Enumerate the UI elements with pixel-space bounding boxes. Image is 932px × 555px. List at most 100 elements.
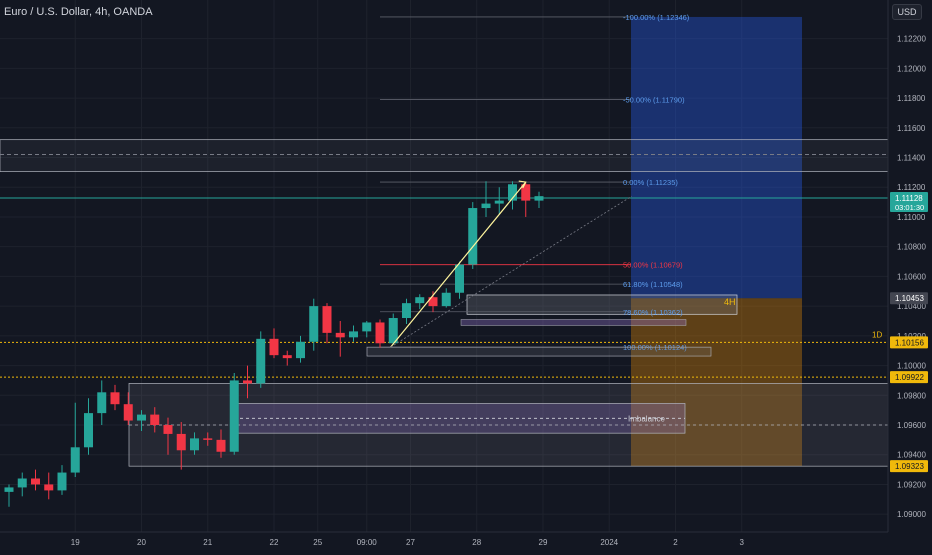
candle-body <box>402 303 411 319</box>
candle-body <box>256 338 266 384</box>
price-tick: 1.09200 <box>897 480 926 489</box>
price-tick: 1.09000 <box>897 510 926 519</box>
candle-body <box>44 484 54 491</box>
candle-body <box>534 196 544 201</box>
candle-body <box>70 447 80 473</box>
price-label-bg <box>890 191 928 212</box>
candle-body <box>190 438 199 451</box>
price-label: 1.11128 <box>895 194 923 203</box>
imbalance-label: Imbalance <box>628 414 665 423</box>
candle-body <box>84 413 93 448</box>
candle-body <box>481 203 491 209</box>
currency-button[interactable]: USD <box>892 4 922 20</box>
profit-zone <box>631 16 802 299</box>
zone-4h-zone <box>466 294 738 315</box>
symbol-title: Euro / U.S. Dollar, 4h, OANDA <box>4 6 153 18</box>
consolidation-box <box>460 319 687 326</box>
time-tick: 3 <box>739 538 744 547</box>
fib-label: 50.00% (1.10679) <box>623 261 683 270</box>
candle-body <box>176 433 186 451</box>
candle-body <box>163 425 173 434</box>
time-axis-bg <box>0 532 932 550</box>
price-tick: 1.10600 <box>897 272 926 281</box>
candle-body <box>322 306 332 333</box>
time-tick: 2 <box>673 538 678 547</box>
price-label-bg <box>890 460 928 473</box>
price-tick: 1.11200 <box>897 183 926 192</box>
candle-body <box>362 322 372 332</box>
price-tick: 1.11600 <box>897 124 926 133</box>
candle-body <box>137 414 146 421</box>
candle-body <box>455 264 464 293</box>
price-tick: 1.10800 <box>897 243 926 252</box>
candle-body <box>415 297 425 304</box>
zone-imbalance <box>233 403 686 434</box>
candle-body <box>428 297 438 307</box>
price-tick: 1.10000 <box>897 362 926 371</box>
price-tick: 1.09400 <box>897 451 926 460</box>
candle-body <box>229 380 239 452</box>
price-axis-bg <box>888 0 932 550</box>
candle-body <box>468 208 478 265</box>
price-tick: 1.11000 <box>897 213 926 222</box>
fib-label: -100.00% (1.12346) <box>623 13 690 22</box>
price-label-bg <box>890 292 928 305</box>
candle-body <box>508 184 517 201</box>
fib-label: -50.00% (1.11790) <box>623 96 685 105</box>
price-tick: 1.12000 <box>897 64 926 73</box>
time-tick: 28 <box>472 538 481 547</box>
time-tick: 25 <box>313 538 322 547</box>
price-tick: 1.10200 <box>897 332 926 341</box>
time-tick: 2024 <box>600 538 618 547</box>
price-label: 1.09922 <box>895 373 924 382</box>
candle-body <box>521 184 531 201</box>
candle-body <box>203 438 213 440</box>
candle-body <box>57 472 67 491</box>
loss-zone <box>631 298 802 467</box>
candle-body <box>375 322 385 344</box>
candle-body <box>17 478 27 488</box>
candle-body <box>269 338 279 356</box>
price-tick: 1.10400 <box>897 302 926 311</box>
time-tick: 21 <box>203 538 212 547</box>
price-label: 1.10453 <box>895 294 924 303</box>
candle-body <box>282 355 292 359</box>
price-label: 1.10156 <box>895 338 924 347</box>
candle-body <box>4 487 14 492</box>
countdown-label: 03:01:30 <box>895 203 924 212</box>
candle-body <box>309 306 319 342</box>
price-label: 1.09323 <box>895 462 924 471</box>
level-label: 1D <box>872 330 882 339</box>
candle-body <box>97 392 107 414</box>
price-tick: 1.11800 <box>897 94 926 103</box>
time-tick: 09:00 <box>357 538 378 547</box>
fib-label: 0.00% (1.11235) <box>623 178 678 187</box>
time-tick: 19 <box>71 538 80 547</box>
zone-resistance <box>0 139 889 172</box>
candle-body <box>388 318 398 344</box>
price-label-bg <box>890 336 928 349</box>
candle-body <box>110 392 120 405</box>
candle-body <box>349 331 358 338</box>
zone-4h-label: 4H <box>724 297 736 307</box>
price-tick: 1.09800 <box>897 391 926 400</box>
price-tick: 1.09600 <box>897 421 926 430</box>
time-tick: 27 <box>406 538 415 547</box>
price-tick: 1.11400 <box>897 154 926 163</box>
fib-label: 78.60% (1.10362) <box>623 308 683 317</box>
candle-body <box>296 341 305 359</box>
time-tick: 22 <box>270 538 279 547</box>
time-tick: 20 <box>137 538 146 547</box>
price-tick: 1.12200 <box>897 35 926 44</box>
arrow-head <box>518 180 527 189</box>
candle-body <box>216 439 226 452</box>
time-tick: 29 <box>539 538 548 547</box>
candle-body <box>243 380 252 384</box>
price-label-bg <box>890 371 928 384</box>
liquidity-box <box>366 346 712 357</box>
candle-body <box>150 414 160 426</box>
fib-label: 100.00% (1.10124) <box>623 343 687 352</box>
candle-body <box>441 292 451 307</box>
